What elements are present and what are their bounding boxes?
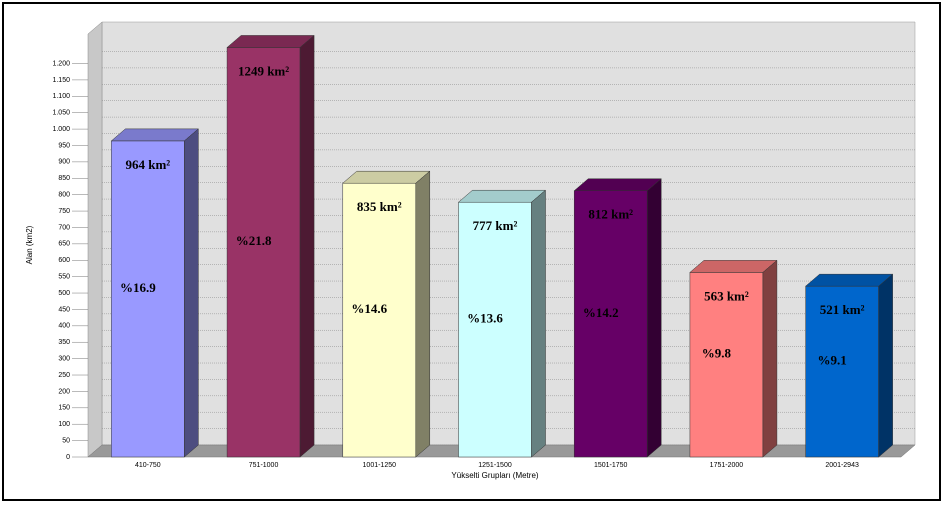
y-tick-label: 1.000 [52,126,70,133]
y-tick-label: 550 [58,273,70,280]
y-tick-label: 400 [58,323,70,330]
value-label: 563 km² [704,288,749,303]
bar [458,201,532,458]
share-label: %13.6 [467,311,503,326]
bar [573,190,648,458]
y-tick-label: 900 [58,159,70,166]
bar-top [457,189,547,203]
x-tick-label: 410-750 [135,462,161,469]
bar [805,285,879,458]
bar-side [646,178,662,458]
y-tick-label: 1.150 [52,77,70,84]
y-tick-label: 100 [58,421,70,428]
share-label: %21.8 [236,233,272,248]
y-tick-label: 800 [58,192,70,199]
y-tick-label: 500 [58,290,70,297]
y-tick-label: 350 [58,339,70,346]
bar [342,182,417,458]
share-label: %14.2 [583,305,619,320]
value-label: 521 km² [820,302,865,317]
x-tick-label: 1501-1750 [594,462,628,469]
share-label: %16.9 [120,280,156,295]
y-tick-label: 850 [58,175,70,182]
x-tick-label: 1001-1250 [363,462,397,469]
bar-top [342,170,431,184]
y-tick-label: 450 [58,306,70,313]
y-tick-label: 1.200 [52,60,70,67]
bar-side [184,128,199,458]
y-tick-label: 700 [58,224,70,231]
side-wall [87,21,103,458]
bar-side [531,189,546,458]
x-tick-label: 1251-1500 [478,462,512,469]
y-tick-label: 950 [58,142,70,149]
bar-side [762,259,778,458]
y-tick-label: 600 [58,257,70,264]
y-tick-label: 300 [58,355,70,362]
value-label: 812 km² [588,207,633,222]
bar-top [689,260,778,273]
value-label: 1249 km² [238,63,289,78]
share-label: %14.6 [351,301,387,316]
y-tick-label: 50 [62,437,70,444]
bar-top [226,35,315,48]
value-label: 777 km² [473,218,518,233]
bar-top [110,128,200,142]
bar-side [299,34,315,458]
y-tick-label: 750 [58,208,70,215]
value-label: 835 km² [357,199,402,214]
y-tick-label: 650 [58,241,70,248]
x-tick-label: 1751-2000 [710,462,744,469]
y-tick-label: 150 [58,405,70,412]
share-label: %9.1 [818,353,847,368]
y-tick-label: 1.050 [52,110,70,117]
x-tick-label: 751-1000 [249,462,279,469]
bar [111,140,185,458]
bar-top [804,273,894,287]
share-label: %9.8 [702,346,732,361]
y-tick-label: 0 [66,454,70,461]
bar-side [415,170,431,458]
x-tick-label: 2001-2943 [825,462,859,469]
x-axis-title: Yükselti Grupları (Metre) [451,471,538,480]
bar-top [573,178,662,191]
bar-side [878,273,893,458]
value-label: 964 km² [125,157,170,172]
y-axis-title: Alan (km2) [25,225,34,264]
y-tick-label: 200 [58,388,70,395]
y-tick-label: 1.100 [52,93,70,100]
bar [226,47,301,458]
y-tick-label: 250 [58,372,70,379]
